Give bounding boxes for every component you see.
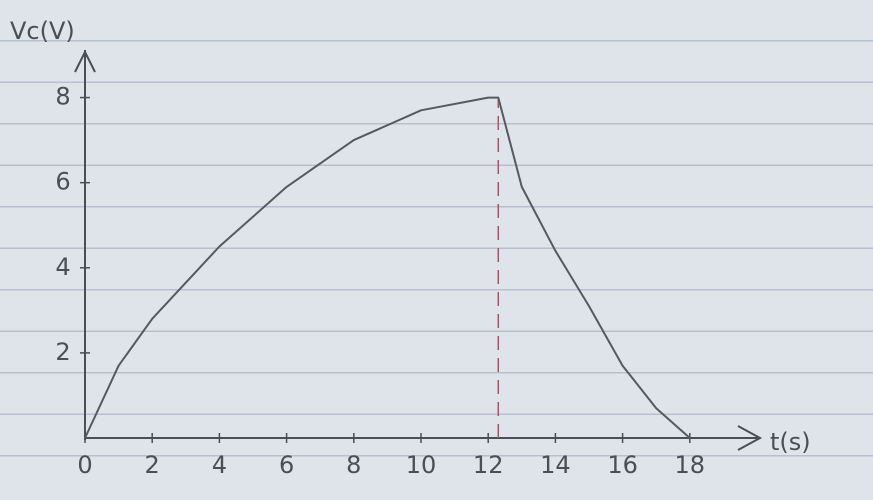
- x-tick-label: 10: [406, 451, 437, 479]
- chart: Vc(V) t(s) 0 2 4 6 8 10 12 14 16 18 2 4 6 8: [0, 0, 873, 495]
- y-tick-label: 6: [55, 168, 70, 196]
- y-tick-label: 8: [55, 83, 70, 111]
- x-tick-label: 0: [77, 451, 92, 479]
- x-tick-label: 12: [473, 451, 504, 479]
- y-axis-label: Vc(V): [10, 17, 75, 45]
- x-axis-label: t(s): [770, 428, 811, 456]
- x-tick-label: 2: [145, 451, 160, 479]
- x-tick-label: 14: [540, 451, 571, 479]
- x-tick-label: 4: [212, 451, 227, 479]
- page: Vc(V) t(s) 0246810121416182468 (() => { …: [0, 0, 873, 495]
- y-tick-label: 2: [55, 338, 70, 366]
- y-tick-label: 4: [55, 253, 70, 281]
- data-line: [85, 98, 690, 438]
- x-tick-label: 8: [346, 451, 361, 479]
- x-tick-label: 6: [279, 451, 294, 479]
- x-tick-label: 18: [675, 451, 706, 479]
- x-tick-label: 16: [607, 451, 638, 479]
